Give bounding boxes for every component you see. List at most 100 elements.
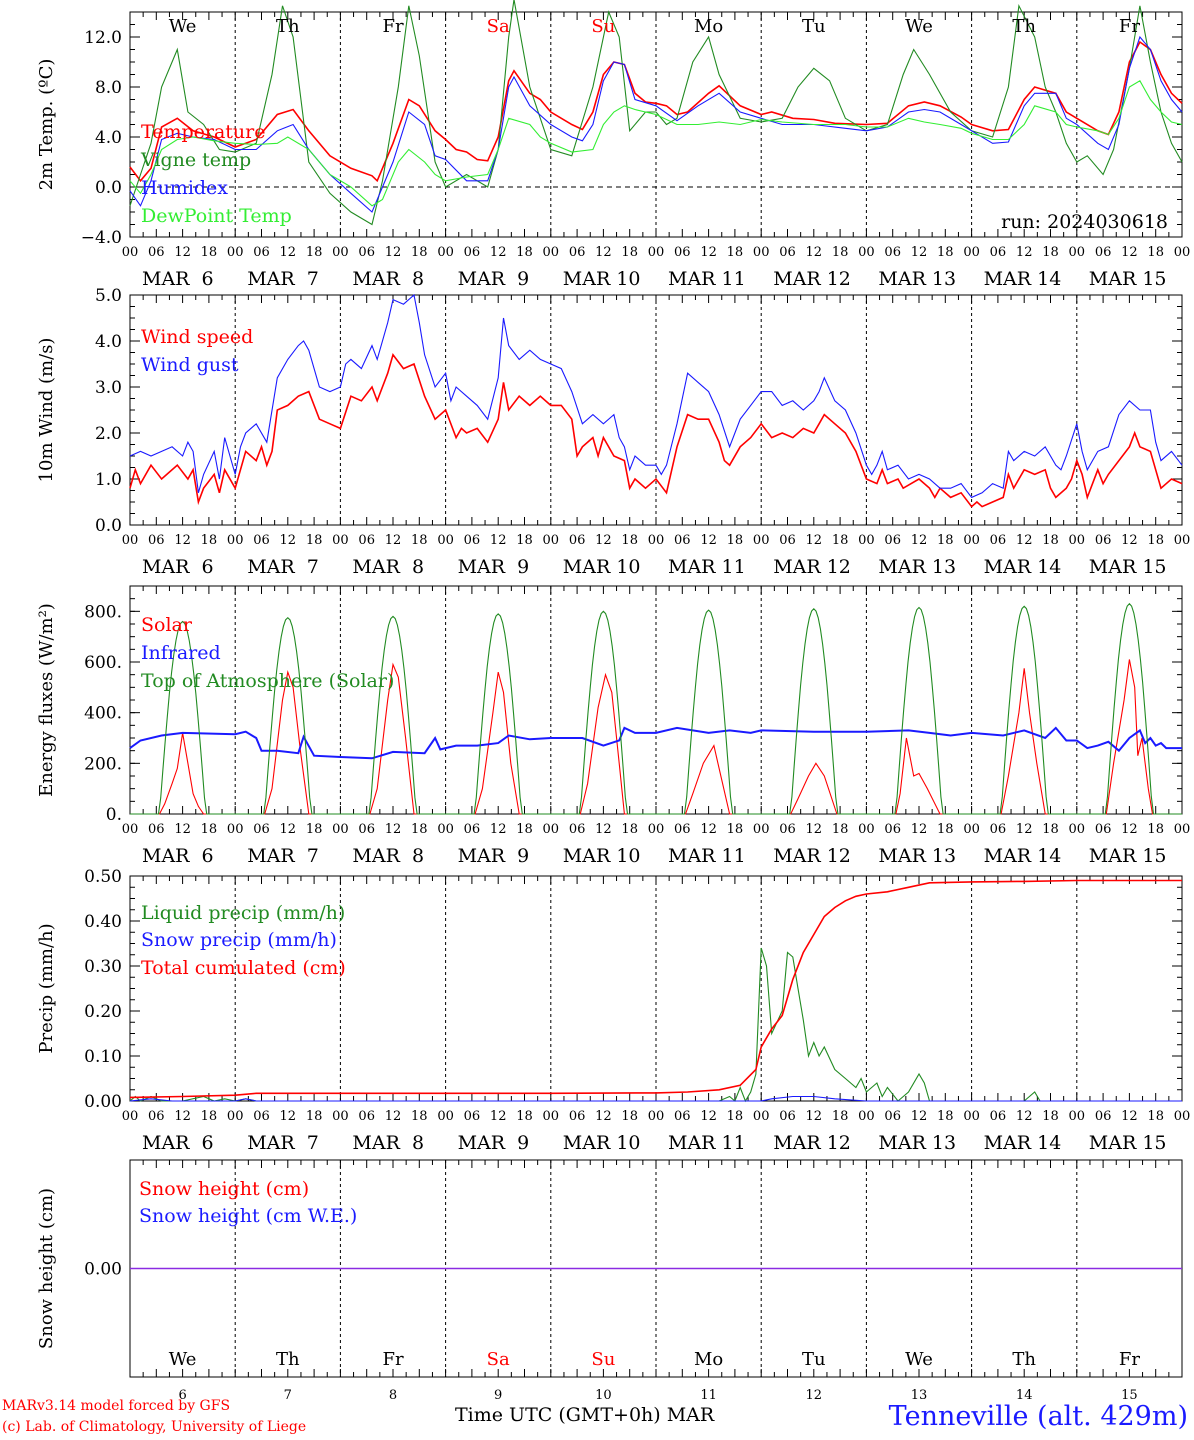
hour-tick-label: 18 — [1042, 533, 1059, 548]
hour-tick-label: 06 — [464, 1109, 481, 1124]
hour-tick-label: 00 — [543, 245, 560, 260]
hour-tick-label: 12 — [595, 822, 612, 837]
hour-tick-label: 12 — [911, 1109, 928, 1124]
hour-tick-label: 06 — [674, 533, 691, 548]
hour-tick-label: 18 — [621, 1109, 638, 1124]
date-label: MAR 15 — [1089, 556, 1167, 578]
hour-tick-label: 06 — [358, 533, 375, 548]
panel-5 — [129, 1159, 1183, 1378]
weekday-label: Su — [591, 1349, 615, 1370]
hour-tick-label: 00 — [753, 822, 770, 837]
weekday-label: Th — [1012, 1349, 1036, 1370]
hour-tick-label: 06 — [990, 822, 1007, 837]
date-label: MAR 11 — [668, 268, 746, 290]
hour-tick-label: 00 — [963, 533, 980, 548]
day-number-label: 6 — [178, 1388, 186, 1403]
weekday-label: We — [905, 16, 933, 37]
hour-tick-label: 06 — [464, 245, 481, 260]
y-tick-label: 0.40 — [84, 912, 122, 932]
hour-tick-label: 06 — [253, 822, 270, 837]
date-label: MAR 9 — [458, 845, 530, 867]
hour-tick-label: 18 — [1147, 822, 1164, 837]
date-label: MAR 12 — [773, 845, 851, 867]
series-line-wind-gust — [129, 293, 1183, 499]
date-label: MAR 7 — [247, 556, 319, 578]
y-axis-label: Precip (mm/h) — [36, 923, 57, 1053]
hour-tick-label: 00 — [963, 822, 980, 837]
panel-3 — [129, 585, 1183, 815]
legend-vigne-temp: Vigne temp — [140, 149, 251, 171]
date-label: MAR 15 — [1089, 1132, 1167, 1154]
hour-tick-label: 18 — [411, 245, 428, 260]
weekday-label: Fr — [1119, 16, 1140, 37]
hour-tick-label: 18 — [937, 822, 954, 837]
hour-tick-label: 00 — [753, 533, 770, 548]
series-line-temperature — [129, 40, 1183, 183]
hour-tick-label: 06 — [358, 822, 375, 837]
hour-tick-label: 00 — [227, 533, 244, 548]
y-tick-label: 1.0 — [95, 470, 122, 490]
date-label: MAR 14 — [984, 268, 1062, 290]
y-axis-label: 2m Temp. (ºC) — [36, 59, 57, 191]
hour-tick-label: 18 — [832, 245, 849, 260]
date-label: MAR 9 — [458, 556, 530, 578]
date-label: MAR 14 — [984, 1132, 1062, 1154]
date-label: MAR 6 — [142, 556, 214, 578]
hour-tick-label: 12 — [1016, 1109, 1033, 1124]
date-label: MAR 8 — [352, 1132, 424, 1154]
legend-infrared: Infrared — [141, 642, 221, 664]
day-number-label: 8 — [389, 1388, 397, 1403]
hour-tick-label: 18 — [516, 533, 533, 548]
hour-tick-label: 18 — [201, 1109, 218, 1124]
hour-tick-label: 06 — [569, 533, 586, 548]
hour-tick-label: 12 — [1016, 533, 1033, 548]
hour-tick-label: 12 — [280, 1109, 297, 1124]
hour-tick-label: 00 — [1174, 245, 1191, 260]
hour-tick-label: 12 — [280, 533, 297, 548]
hour-tick-label: 18 — [1147, 533, 1164, 548]
hour-tick-label: 00 — [122, 1109, 139, 1124]
legend-humidex: Humidex — [141, 177, 228, 199]
hour-tick-label: 00 — [963, 1109, 980, 1124]
weekday-label: Th — [276, 1349, 300, 1370]
weekday-label: We — [169, 16, 197, 37]
hour-tick-label: 00 — [543, 533, 560, 548]
hour-tick-label: 12 — [385, 1109, 402, 1124]
date-label: MAR 12 — [773, 268, 851, 290]
hour-tick-label: 18 — [832, 533, 849, 548]
hour-tick-label: 18 — [1042, 1109, 1059, 1124]
date-label: MAR 10 — [563, 1132, 641, 1154]
date-label: MAR 13 — [878, 268, 956, 290]
hour-tick-label: 12 — [1016, 245, 1033, 260]
hour-tick-label: 18 — [621, 822, 638, 837]
hour-tick-label: 00 — [332, 822, 349, 837]
hour-tick-label: 18 — [727, 245, 744, 260]
hour-tick-label: 12 — [700, 533, 717, 548]
date-label: MAR 15 — [1089, 845, 1167, 867]
hour-tick-label: 06 — [1095, 822, 1112, 837]
hour-tick-label: 18 — [201, 822, 218, 837]
hour-tick-label: 18 — [937, 533, 954, 548]
hour-tick-label: 12 — [1121, 245, 1138, 260]
weekday-label: Sa — [487, 16, 510, 37]
hour-tick-label: 12 — [385, 533, 402, 548]
series-line-infrared — [129, 726, 1182, 760]
y-tick-label: 0.20 — [84, 1002, 122, 1022]
hour-tick-label: 00 — [227, 1109, 244, 1124]
hour-tick-label: 18 — [1147, 1109, 1164, 1124]
hour-tick-label: 12 — [806, 822, 823, 837]
date-label: MAR 14 — [984, 845, 1062, 867]
hour-tick-label: 06 — [253, 533, 270, 548]
hour-tick-label: 18 — [1147, 245, 1164, 260]
hour-tick-label: 18 — [832, 1109, 849, 1124]
hour-tick-label: 18 — [306, 245, 323, 260]
y-tick-label: −4.0 — [81, 228, 122, 248]
hour-tick-label: 12 — [385, 245, 402, 260]
date-label: MAR 8 — [352, 268, 424, 290]
y-tick-label: 600. — [84, 653, 122, 673]
weekday-label: Tu — [802, 1349, 826, 1370]
series-line-vigne-temp — [129, 0, 1183, 226]
hour-tick-label: 06 — [253, 1109, 270, 1124]
day-number-label: 9 — [494, 1388, 502, 1403]
hour-tick-label: 06 — [358, 1109, 375, 1124]
